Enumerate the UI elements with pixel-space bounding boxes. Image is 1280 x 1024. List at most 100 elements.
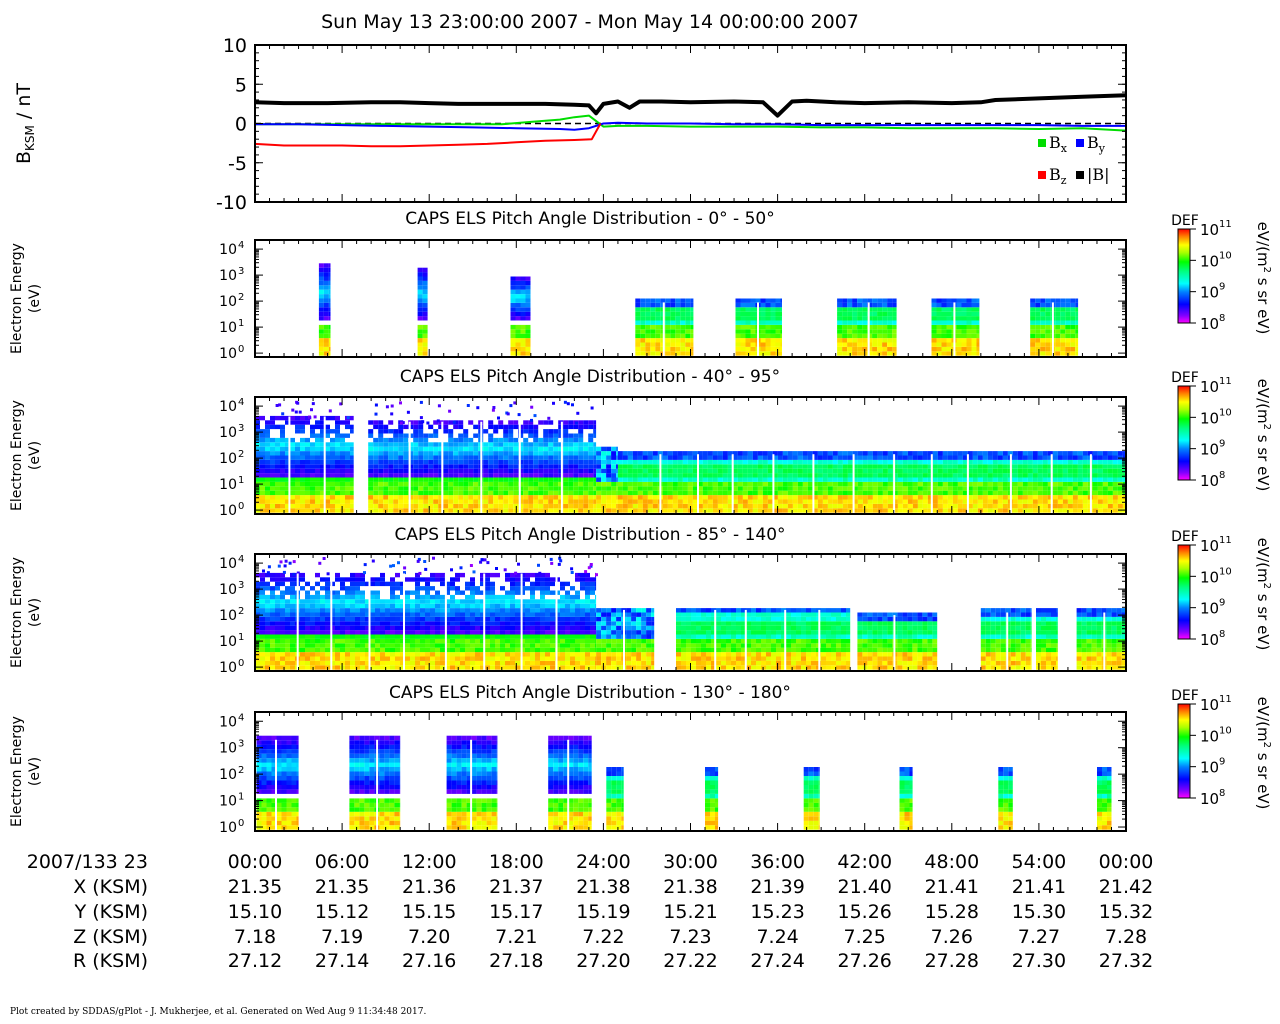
- spectrogram-cell: [735, 346, 741, 352]
- spectrogram-cell: [937, 473, 943, 478]
- spectrogram-cell: [675, 329, 681, 334]
- spectrogram-cell: [652, 503, 658, 509]
- spectrogram-cell: [280, 594, 285, 600]
- spectrogram-cell: [1032, 455, 1038, 460]
- spectrogram-cell: [1067, 451, 1073, 456]
- legend-swatch: [1076, 171, 1084, 179]
- spectrogram-cell: [335, 415, 340, 421]
- spectrogram-cell: [573, 464, 579, 469]
- spectrogram-cell: [992, 499, 998, 504]
- spectrogram-cell: [987, 503, 993, 509]
- spectrogram-cell: [987, 499, 993, 504]
- spectrogram-cell: [797, 481, 803, 487]
- spectrogram-cell: [1060, 316, 1066, 321]
- spectrogram-cell: [573, 477, 579, 482]
- spectrogram-cell: [1060, 311, 1066, 317]
- spectrogram-cell: [588, 446, 594, 452]
- spectrogram-cell: [827, 499, 833, 504]
- spectrogram-cell: [335, 424, 340, 430]
- spectrogram-cell: [553, 437, 559, 443]
- spectrogram-cell: [1070, 311, 1076, 317]
- spectrogram-cell: [260, 486, 265, 491]
- spectrogram-cell: [325, 652, 330, 657]
- spectrogram-cell: [438, 455, 444, 460]
- spectrogram-cell: [265, 599, 270, 604]
- spectrogram-cell: [285, 612, 290, 617]
- spectrogram-cell: [280, 608, 285, 613]
- spectrogram-cell: [330, 490, 335, 496]
- spectrogram-cell: [295, 495, 300, 500]
- spectrogram-cell: [422, 311, 428, 317]
- spectrogram-cell: [822, 499, 828, 504]
- spectrogram-cell: [275, 581, 280, 587]
- spectrogram-cell: [398, 481, 404, 487]
- spectrogram-cell: [872, 324, 878, 330]
- spectrogram-cell: [558, 420, 564, 425]
- data-gap: [662, 302, 665, 357]
- colorbar-tick-base: 10: [1200, 378, 1219, 396]
- spectrogram-cell: [583, 455, 589, 460]
- spectrogram-cell: [548, 486, 554, 491]
- spectrogram-cell: [837, 486, 843, 491]
- spectrogram-cell: [543, 459, 549, 465]
- spectrogram-cell: [453, 459, 459, 465]
- spectrogram-speckle: [390, 412, 394, 416]
- spectrogram-cell: [882, 320, 888, 325]
- data-gap: [930, 454, 933, 514]
- spectrogram-cell: [1077, 508, 1083, 513]
- spectrogram-cell: [917, 459, 923, 465]
- spectrogram-cell: [290, 442, 295, 447]
- spectrogram-cell: [837, 302, 843, 308]
- spectrogram-cell: [350, 495, 354, 500]
- spectrogram-cell: [685, 329, 691, 334]
- spectrogram-cell: [368, 459, 374, 465]
- spectrogram-cell: [917, 495, 923, 500]
- spectrogram-cell: [632, 481, 638, 487]
- spectrogram-cell: [1045, 333, 1051, 339]
- spectrogram-cell: [952, 459, 958, 465]
- spectrogram-cell: [857, 342, 863, 347]
- spectrogram-cell: [417, 294, 423, 299]
- spectrogram-cell: [1112, 481, 1118, 487]
- spectrogram-cell: [1060, 346, 1066, 352]
- spectrogram-cell: [513, 468, 519, 474]
- spectrogram-cell: [1112, 473, 1118, 478]
- colorbar-tick-exponent: 10: [1219, 407, 1232, 418]
- spectrogram-cell: [1067, 495, 1073, 500]
- spectrogram-cell: [473, 433, 479, 438]
- spectrogram-cell: [760, 329, 766, 334]
- spectrogram-cell: [892, 311, 897, 317]
- spectrogram-cell: [578, 473, 584, 478]
- spectrogram-cell: [423, 437, 429, 443]
- spectrogram-cell: [690, 342, 694, 347]
- spectrogram-cell: [335, 594, 340, 600]
- spectrogram-cell: [692, 473, 698, 478]
- spectrogram-cell: [438, 508, 444, 513]
- spectrogram-cell: [310, 433, 315, 438]
- spectrogram-cell: [320, 473, 325, 478]
- spectrogram-cell: [770, 302, 776, 308]
- spectrogram-cell: [290, 603, 295, 609]
- spectrogram-cell: [380, 581, 385, 587]
- spectrogram-cell: [1075, 338, 1079, 343]
- spectrogram-cell: [345, 455, 350, 460]
- spectrogram-cell: [548, 477, 554, 482]
- spectrogram-cell: [315, 490, 320, 496]
- spectrogram-cell: [655, 298, 661, 303]
- spectrogram-cell: [956, 298, 962, 303]
- spectrogram-cell: [508, 495, 514, 500]
- spectrogram-cell: [847, 499, 853, 504]
- spectrogram-cell: [280, 424, 285, 430]
- spectrogram-cell: [498, 473, 504, 478]
- spectrogram-cell: [493, 473, 499, 478]
- legend-swatch: [1038, 171, 1046, 179]
- spectrogram-cell: [318, 333, 324, 339]
- spectrogram-cell: [305, 630, 310, 635]
- spectrogram-cell: [887, 459, 893, 465]
- y-tick-exponent: 0: [238, 501, 244, 512]
- spectrogram-cell: [697, 481, 703, 487]
- spectrogram-cell: [1047, 455, 1053, 460]
- spectrogram-cell: [260, 473, 265, 478]
- spectrogram-cell: [453, 503, 459, 509]
- spectrogram-cell: [852, 302, 858, 308]
